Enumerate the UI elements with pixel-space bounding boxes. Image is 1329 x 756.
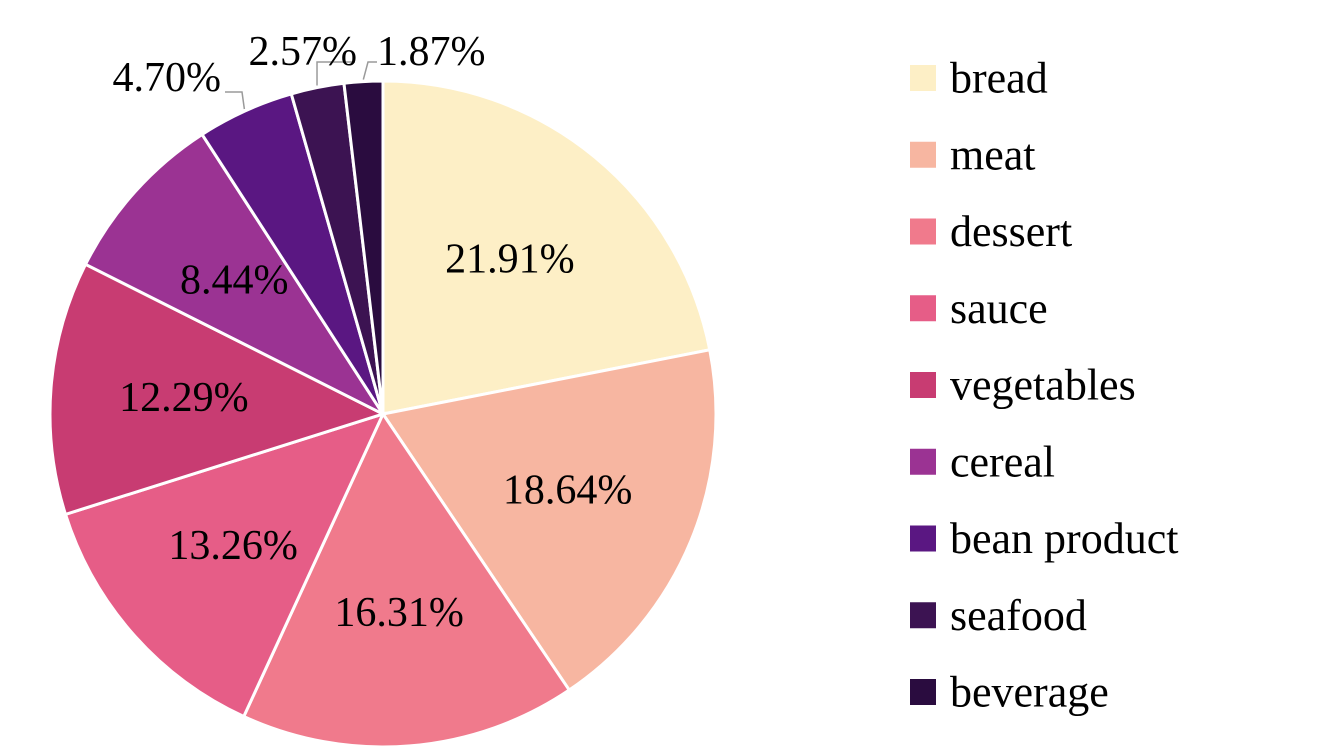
leader-lines (225, 61, 377, 110)
leader-line-bean-product (225, 91, 246, 110)
pie-slice-cereal (83, 132, 388, 418)
legend-label-dessert: dessert (950, 207, 1072, 256)
slice-label-beverage: 1.87% (377, 29, 486, 75)
legend-label-seafood: seafood (950, 591, 1087, 640)
legend-label-bread: bread (950, 54, 1048, 103)
pie-slices (48, 79, 718, 749)
slice-label-cereal: 8.44% (180, 258, 289, 304)
legend-swatch-bread (910, 65, 936, 91)
legend-swatch-bean-product (910, 525, 936, 552)
pie-slice-vegetables (48, 262, 387, 517)
legend-swatch-dessert (910, 218, 936, 245)
legend-label-bean-product: bean product (950, 514, 1178, 563)
slice-label-meat: 18.64% (503, 467, 633, 513)
legend-swatch-beverage (910, 679, 936, 705)
legend-label-meat: meat (950, 130, 1036, 179)
slice-label-bread: 21.91% (445, 237, 575, 283)
slice-label-dessert: 16.31% (334, 590, 464, 636)
legend-swatch-meat (910, 141, 936, 168)
legend-label-sauce: sauce (950, 284, 1048, 333)
pie-slice-meat (380, 348, 718, 693)
slice-label-seafood: 2.57% (249, 29, 358, 75)
pie-slice-bread (381, 79, 712, 416)
legend: bread meat dessert sauce vegetables cereal bea… (910, 54, 1178, 717)
pie-slice-dessert (241, 410, 572, 749)
leader-line-seafood (316, 61, 355, 86)
slice-label-bean-product: 4.70% (113, 55, 222, 101)
legend-label-vegetables: vegetables (950, 361, 1136, 410)
slice-label-vegetables: 12.29% (119, 375, 249, 421)
legend-label-cereal: cereal (950, 437, 1055, 486)
pie-slice-beverage (342, 79, 385, 415)
legend-swatch-cereal (910, 448, 936, 475)
legend-swatch-vegetables (910, 372, 936, 398)
legend-label-beverage: beverage (950, 668, 1109, 717)
legend-swatch-seafood (910, 602, 936, 629)
slice-label-sauce: 13.26% (168, 523, 298, 569)
legend-swatch-sauce (910, 295, 936, 322)
leader-line-beverage (362, 61, 377, 80)
slice-labels: 21.91% 18.64% 16.31% 13.26% 12.29% 8.44% 4.70%… (113, 29, 633, 636)
